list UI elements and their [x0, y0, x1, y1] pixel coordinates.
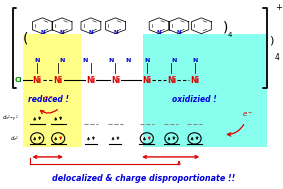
Text: Ni: Ni	[190, 76, 199, 85]
Text: N: N	[192, 58, 197, 63]
Text: N: N	[144, 58, 149, 63]
Text: N: N	[40, 30, 45, 35]
Text: N: N	[125, 58, 130, 63]
Text: e$^-$: e$^-$	[43, 94, 53, 103]
Text: N: N	[35, 58, 40, 63]
Text: reduced !: reduced !	[27, 95, 68, 104]
Text: N: N	[82, 58, 88, 63]
Text: $d_{z^2}$: $d_{z^2}$	[10, 134, 19, 143]
Text: Ni: Ni	[142, 76, 151, 85]
Text: N: N	[89, 30, 93, 35]
Text: N: N	[177, 30, 181, 35]
Text: N: N	[60, 30, 64, 35]
Text: Ni: Ni	[111, 76, 120, 85]
Text: 4: 4	[228, 32, 233, 38]
Text: oxidizied !: oxidizied !	[172, 95, 217, 104]
Text: $d_{x^2\!-\!y^2}$: $d_{x^2\!-\!y^2}$	[2, 114, 19, 124]
Text: N: N	[157, 30, 161, 35]
Bar	[23, 34, 82, 147]
Text: ): )	[223, 21, 229, 35]
Text: 4: 4	[275, 53, 279, 62]
Text: N: N	[60, 58, 65, 63]
Text: Ni: Ni	[167, 76, 176, 85]
Text: N: N	[171, 58, 177, 63]
Text: Ni: Ni	[33, 76, 42, 85]
Text: e$^-$: e$^-$	[242, 110, 253, 119]
Text: Ni: Ni	[53, 76, 63, 85]
FancyArrowPatch shape	[228, 124, 244, 136]
Text: ): )	[269, 35, 273, 45]
Bar	[143, 34, 267, 147]
Text: +: +	[275, 3, 282, 12]
FancyArrowPatch shape	[40, 110, 57, 114]
Text: Ni: Ni	[86, 76, 95, 85]
Text: (: (	[23, 31, 28, 45]
Text: Cl: Cl	[14, 77, 22, 84]
Text: N: N	[113, 30, 118, 35]
Text: delocalized & charge disproportionate !!: delocalized & charge disproportionate !!	[52, 174, 236, 183]
Text: N: N	[108, 58, 113, 63]
